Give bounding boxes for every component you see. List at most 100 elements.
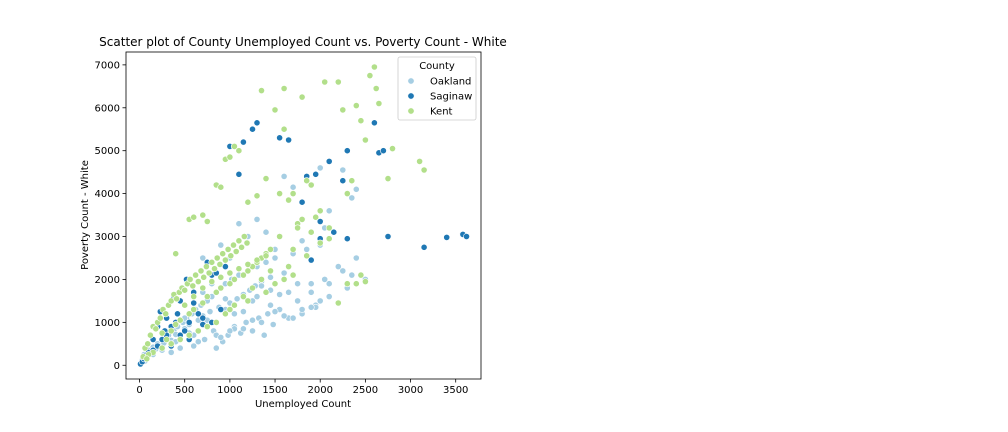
- point-kent-130: [181, 301, 189, 309]
- y-tick-label-4: 4000: [95, 189, 120, 200]
- point-kent-75: [276, 190, 283, 197]
- point-oakland-81: [267, 301, 274, 309]
- point-oakland-102: [217, 241, 225, 249]
- point-oakland-109: [339, 166, 347, 174]
- point-kent-25: [205, 269, 213, 277]
- point-kent-119: [221, 310, 229, 318]
- x-tick-label-6: 3000: [398, 385, 423, 396]
- point-oakland-132: [221, 295, 229, 303]
- point-oakland-66: [303, 245, 311, 253]
- point-oakland-58: [269, 321, 277, 328]
- point-kent-44: [176, 316, 184, 324]
- x-tick-label-1: 500: [175, 385, 194, 396]
- point-kent-122: [194, 327, 202, 335]
- point-kent-96: [372, 85, 380, 92]
- point-oakland-74: [348, 271, 356, 279]
- legend-label-saginaw: Saginaw: [430, 92, 472, 103]
- point-kent-118: [230, 301, 238, 309]
- point-kent-102: [258, 87, 265, 94]
- x-axis-ticks: 0 500 1000 1500 2000 2500 3000 3500: [136, 379, 468, 396]
- point-kent-78: [289, 190, 297, 197]
- point-kent-26: [208, 258, 216, 266]
- point-kent-99: [389, 145, 396, 152]
- x-tick-label-4: 2000: [307, 385, 332, 396]
- y-tick-label-6: 6000: [95, 103, 120, 114]
- point-saginaw-62: [185, 318, 193, 326]
- point-oakland-72: [334, 263, 342, 270]
- point-kent-16: [181, 286, 189, 294]
- point-kent-86: [325, 224, 333, 232]
- point-kent-126: [158, 344, 166, 352]
- point-kent-77: [285, 196, 292, 204]
- point-oakland-136: [271, 308, 279, 315]
- point-kent-114: [267, 267, 274, 275]
- point-saginaw-44: [370, 119, 378, 127]
- point-kent-103: [280, 85, 288, 92]
- point-kent-129: [143, 355, 151, 363]
- point-oakland-115: [307, 303, 315, 311]
- point-kent-9: [162, 310, 170, 318]
- point-saginaw-47: [384, 233, 392, 240]
- point-oakland-56: [264, 310, 272, 318]
- point-oakland-46: [242, 318, 250, 326]
- point-kent-34: [230, 241, 237, 249]
- point-oakland-111: [352, 185, 360, 193]
- point-oakland-75: [352, 254, 360, 262]
- y-axis-ticks: 0 1000 2000 3000 4000 5000 6000 7000: [95, 60, 126, 372]
- point-kent-66: [217, 183, 225, 191]
- point-saginaw-19: [199, 314, 207, 322]
- point-kent-149: [226, 306, 234, 313]
- point-kent-50: [217, 284, 225, 292]
- point-kent-19: [189, 282, 197, 290]
- point-oakland-118: [276, 291, 283, 298]
- point-oakland-117: [285, 288, 292, 296]
- point-kent-35: [232, 248, 240, 255]
- point-kent-142: [303, 252, 311, 260]
- point-kent-27: [211, 265, 218, 273]
- point-kent-135: [226, 269, 234, 277]
- y-tick-label-1: 1000: [95, 318, 120, 329]
- point-kent-117: [239, 293, 247, 300]
- point-kent-95: [370, 63, 378, 71]
- point-kent-37: [238, 243, 245, 251]
- point-oakland-99: [289, 183, 297, 191]
- point-saginaw-31: [285, 136, 292, 144]
- point-kent-113: [276, 233, 283, 240]
- legend-marker-saginaw: [407, 92, 415, 100]
- point-oakland-42: [233, 295, 241, 303]
- point-kent-111: [294, 224, 301, 232]
- x-tick-label-3: 1500: [262, 385, 287, 396]
- point-oakland-61: [280, 269, 288, 277]
- point-kent-98: [384, 175, 392, 182]
- point-saginaw-35: [307, 256, 315, 264]
- legend-title: County: [419, 61, 455, 72]
- x-tick-label-0: 0: [136, 385, 142, 396]
- x-axis-label: Unemployed Count: [255, 399, 351, 410]
- point-kent-64: [203, 218, 211, 225]
- legend-box: [397, 56, 477, 121]
- point-saginaw-32: [298, 198, 306, 206]
- point-saginaw-18: [194, 310, 202, 318]
- point-oakland-91: [258, 318, 265, 326]
- y-tick-label-7: 7000: [95, 60, 120, 71]
- point-oakland-137: [294, 280, 301, 288]
- point-kent-80: [298, 215, 306, 223]
- point-oakland-86: [176, 344, 184, 352]
- point-oakland-54: [260, 331, 268, 339]
- point-saginaw-51: [463, 233, 470, 240]
- point-oakland-139: [226, 327, 234, 335]
- point-kent-76: [280, 125, 288, 133]
- point-saginaw-39: [325, 157, 333, 165]
- point-oakland-64: [294, 297, 301, 305]
- point-kent-29: [216, 260, 224, 268]
- point-kent-105: [334, 299, 342, 307]
- point-oakland-95: [316, 297, 324, 305]
- point-kent-23: [200, 273, 208, 281]
- point-kent-28: [213, 254, 221, 262]
- point-kent-47: [199, 299, 207, 307]
- point-kent-46: [190, 306, 198, 313]
- point-kent-120: [212, 318, 220, 326]
- x-tick-label-2: 1000: [217, 385, 242, 396]
- y-tick-label-0: 0: [114, 361, 120, 372]
- point-kent-104: [298, 93, 306, 101]
